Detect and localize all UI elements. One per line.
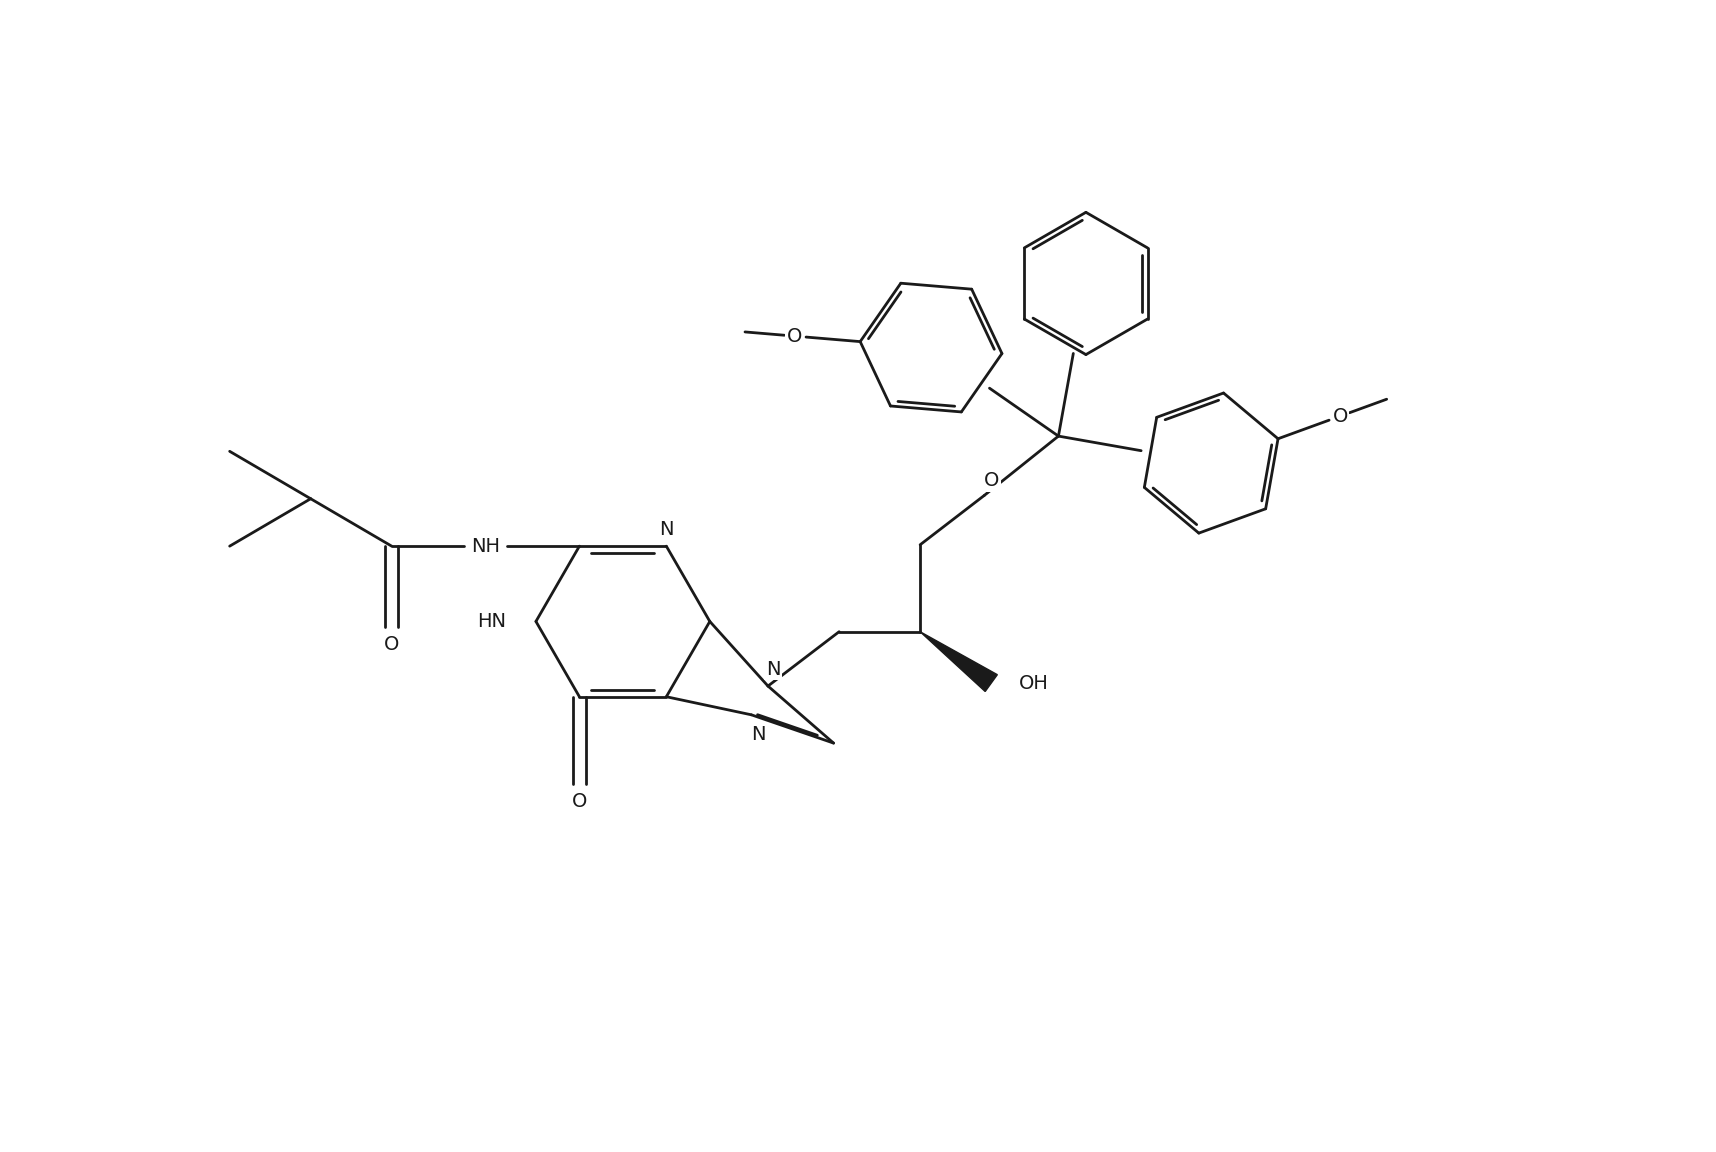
Text: O: O bbox=[983, 471, 999, 490]
Text: NH: NH bbox=[472, 537, 499, 555]
Text: N: N bbox=[659, 520, 674, 539]
Text: N: N bbox=[752, 725, 765, 744]
Text: N: N bbox=[765, 660, 781, 679]
Text: O: O bbox=[1333, 407, 1349, 425]
Polygon shape bbox=[920, 631, 997, 691]
Text: O: O bbox=[384, 636, 400, 654]
Text: O: O bbox=[786, 326, 801, 346]
Text: O: O bbox=[571, 791, 587, 811]
Text: OH: OH bbox=[1019, 674, 1048, 692]
Text: HN: HN bbox=[477, 612, 506, 631]
